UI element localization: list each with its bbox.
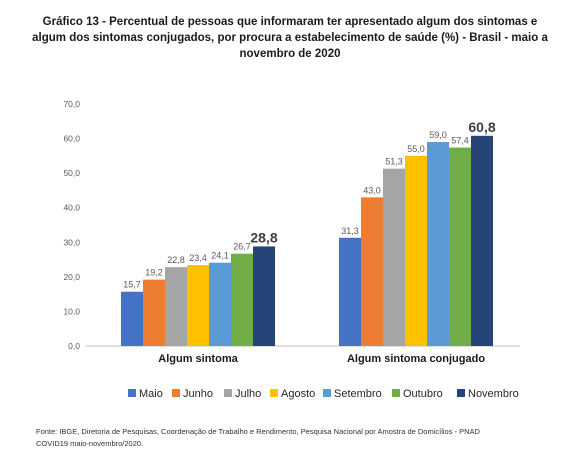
legend-swatch-agosto xyxy=(270,389,278,397)
bar-setembro xyxy=(209,262,231,346)
data-label: 43,0 xyxy=(363,185,381,195)
bar-maio xyxy=(339,237,361,346)
y-tick-label: 60,0 xyxy=(63,134,80,144)
chart-title: Gráfico 13 - Percentual de pessoas que i… xyxy=(20,14,560,62)
category-label: Algum sintoma conjugado xyxy=(347,353,485,365)
legend-swatch-junho xyxy=(172,389,180,397)
data-label: 22,8 xyxy=(167,255,185,265)
bar-chart: 0,0 10,0 20,0 30,0 40,0 50,0 60,0 70,0 15,7 19,2 2… xyxy=(63,99,520,400)
data-label: 31,3 xyxy=(341,226,359,236)
data-label: 24,1 xyxy=(211,251,229,261)
data-label: 15,7 xyxy=(123,280,141,290)
legend-swatch-julho xyxy=(224,389,232,397)
y-tick-label: 30,0 xyxy=(63,237,80,247)
chart-title-line: algum dos sintomas conjugados, por procu… xyxy=(32,32,548,44)
bar-agosto xyxy=(187,265,209,346)
legend-swatch-outubro xyxy=(392,389,400,397)
y-tick-label: 20,0 xyxy=(63,272,80,282)
legend-label: Julho xyxy=(235,388,261,400)
data-label: 28,8 xyxy=(250,229,277,245)
bar-julho xyxy=(383,168,405,346)
bar-junho xyxy=(361,197,383,346)
y-tick-label: 10,0 xyxy=(63,306,80,316)
data-label: 26,7 xyxy=(233,242,251,252)
bar-novembro xyxy=(471,135,493,346)
legend-label: Novembro xyxy=(468,388,519,400)
legend-swatch-maio xyxy=(128,389,136,397)
source-note: Fonte: IBGE, Diretoria de Pesquisas, Coo… xyxy=(36,426,556,450)
chart-title-line: novembro de 2020 xyxy=(239,48,341,60)
source-line: Fonte: IBGE, Diretoria de Pesquisas, Coo… xyxy=(36,427,480,436)
category-label: Algum sintoma xyxy=(158,353,238,365)
data-label: 23,4 xyxy=(189,253,207,263)
bar-outubro xyxy=(231,253,253,346)
y-tick-label: 0,0 xyxy=(68,341,80,351)
y-tick-label: 50,0 xyxy=(63,168,80,178)
bar-agosto xyxy=(405,155,427,346)
legend-label: Maio xyxy=(139,388,163,400)
data-label: 57,4 xyxy=(451,136,469,146)
legend-label: Setembro xyxy=(334,388,382,400)
bar-setembro xyxy=(427,142,449,346)
legend-label: Outubro xyxy=(403,388,443,400)
y-tick-label: 40,0 xyxy=(63,203,80,213)
source-line: COVID19 maio-novembro/2020. xyxy=(36,439,144,448)
bar-junho xyxy=(143,279,165,346)
data-label: 59,0 xyxy=(429,130,447,140)
bar-julho xyxy=(165,267,187,346)
chart-title-line: Gráfico 13 - Percentual de pessoas que i… xyxy=(42,16,538,28)
legend-swatch-setembro xyxy=(323,389,331,397)
y-tick-label: 70,0 xyxy=(63,99,80,109)
bar-maio xyxy=(121,291,143,346)
data-label: 60,8 xyxy=(468,119,495,135)
bar-outubro xyxy=(449,147,471,346)
legend-label: Agosto xyxy=(281,388,315,400)
bar-novembro xyxy=(253,246,275,346)
data-label: 19,2 xyxy=(145,268,163,278)
legend-label: Junho xyxy=(183,388,213,400)
data-label: 51,3 xyxy=(385,157,403,167)
data-label: 55,0 xyxy=(407,144,425,154)
legend-swatch-novembro xyxy=(457,389,465,397)
